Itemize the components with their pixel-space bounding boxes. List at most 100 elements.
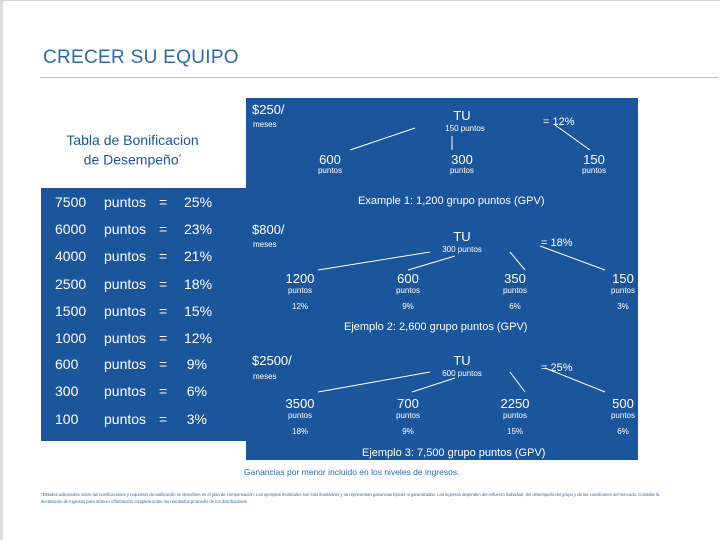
connector-line	[539, 245, 606, 271]
ex2-child-unit: puntos	[502, 286, 528, 295]
bonus-row-percent: 23%	[184, 221, 213, 237]
ex2-income: $800/	[252, 222, 285, 237]
ex2-you: TU	[453, 229, 471, 244]
ex1-child-value: 600	[319, 152, 341, 167]
bonus-table-title-line2: de Desempeño	[83, 151, 179, 168]
bonus-row-points: 7500	[55, 194, 87, 210]
ex3-child-pct: 9%	[402, 427, 414, 436]
bonus-row-label: puntos	[104, 411, 147, 427]
ex3-child-unit: puntos	[287, 411, 313, 420]
bonus-row-equals: =	[159, 276, 168, 292]
ex2-caption: Ejemplo 2: 2,600 grupo puntos (GPV)	[344, 321, 528, 333]
bonus-row-equals: =	[159, 194, 168, 210]
left-border	[0, 0, 3, 540]
bonus-row-percent: 21%	[184, 248, 213, 264]
bonus-table-header	[41, 108, 246, 188]
fine-print-disclaimer: *Detalles adicionales sobre las bonifica…	[41, 492, 660, 504]
ex3-child-pct: 6%	[617, 427, 629, 436]
bonus-row-percent: 15%	[184, 303, 213, 319]
ex1-child-value: 150	[583, 152, 605, 167]
ex2-child-pct: 3%	[617, 302, 629, 311]
ex2-child-value: 350	[504, 271, 526, 286]
bonus-row-points: 100	[55, 411, 79, 427]
ex2-rate: = 18%	[541, 237, 573, 249]
connector-line	[544, 367, 606, 393]
ex3-child-value: 500	[612, 396, 634, 411]
ex3-child-pct: 18%	[291, 427, 309, 436]
bonus-row-points: 1000	[55, 330, 87, 346]
examples-panel-extension	[582, 98, 638, 460]
ex2-child-pct: 12%	[291, 302, 309, 311]
ex2-child-unit: puntos	[610, 286, 636, 295]
top-border	[0, 0, 720, 1]
ex1-income: $250/	[252, 102, 285, 117]
bonus-row-points: 300	[55, 383, 79, 399]
bonus-row-label: puntos	[104, 194, 147, 210]
ex3-caption: Ejemplo 3: 7,500 grupo puntos (GPV)	[362, 447, 546, 459]
bonus-row-equals: =	[159, 356, 168, 372]
bonus-row-points: 1500	[55, 303, 87, 319]
ex2-child-pct: 6%	[509, 302, 521, 311]
bonus-row-percent: 18%	[184, 276, 213, 292]
ex2-child-value: 600	[397, 271, 419, 286]
bonus-row: 600 puntos = 9%	[55, 356, 207, 376]
bonus-row-equals: =	[159, 248, 168, 264]
bonus-row-points: 2500	[55, 276, 87, 292]
ex1-child-unit: puntos	[317, 166, 343, 175]
title-divider	[40, 77, 718, 78]
bonus-row-equals: =	[159, 330, 168, 346]
footnote: Ganancias por menor incluido en los nive…	[244, 467, 460, 477]
ex3-child-pct: 15%	[506, 427, 524, 436]
ex1-rate: = 12%	[543, 116, 575, 128]
connector-line	[407, 255, 456, 271]
bonus-row-label: puntos	[104, 383, 147, 399]
ex2-child-value: 150	[612, 271, 634, 286]
bonus-row-points: 600	[55, 356, 79, 372]
ex1-child-value: 300	[451, 152, 473, 167]
ex1-you-points: 150 puntos	[445, 124, 485, 133]
bonus-row-label: puntos	[104, 356, 147, 372]
bonus-row-label: puntos	[104, 330, 147, 346]
bonus-row-label: puntos	[104, 221, 147, 237]
ex3-child-unit: puntos	[610, 411, 636, 420]
ex3-you: TU	[453, 353, 471, 368]
ex1-caption: Example 1: 1,200 grupo puntos (GPV)	[358, 195, 545, 207]
bonus-row-percent: 6%	[186, 383, 207, 399]
connector-line	[509, 251, 526, 271]
bonus-row-equals: =	[159, 303, 168, 319]
ex2-child-value: 1200	[285, 271, 315, 286]
ex2-you-points: 300 puntos	[442, 245, 482, 254]
ex3-income-unit: meses	[253, 372, 277, 381]
bonus-row-equals: =	[159, 411, 168, 427]
connector-line	[554, 124, 591, 151]
bonus-row-label: puntos	[104, 303, 147, 319]
ex3-child-value: 3500	[285, 396, 315, 411]
bonus-row: 300 puntos = 6%	[55, 383, 207, 403]
ex1-child-unit: puntos	[581, 166, 607, 175]
bonus-row: 100 puntos = 3%	[55, 411, 207, 431]
bonus-row-percent: 25%	[184, 194, 213, 210]
ex1-income-unit: meses	[253, 120, 277, 129]
ex2-child-pct: 9%	[402, 302, 414, 311]
ex2-child-unit: puntos	[287, 286, 313, 295]
ex3-child-value: 700	[397, 396, 419, 411]
bonus-row-equals: =	[159, 221, 168, 237]
ex2-income-unit: meses	[253, 240, 277, 249]
ex3-child-unit: puntos	[395, 411, 421, 420]
connector-line	[317, 251, 431, 271]
bonus-row-points: 6000	[55, 221, 87, 237]
bonus-row-equals: =	[159, 383, 168, 399]
bonus-row-label: puntos	[104, 276, 147, 292]
ex2-child-unit: puntos	[395, 286, 421, 295]
ex3-child-value: 2250	[500, 396, 530, 411]
connector-line	[509, 371, 526, 393]
bonus-row-label: puntos	[104, 248, 147, 264]
bonus-table-title: Tabla de Bonificacion de Desempeño*	[41, 132, 224, 169]
connector-line	[317, 371, 431, 393]
examples-panel	[246, 98, 582, 460]
page-title: CRECER SU EQUIPO	[43, 47, 239, 68]
ex3-child-unit: puntos	[502, 411, 528, 420]
bonus-table-title-line1: Tabla de Bonificacion	[66, 132, 199, 148]
bonus-row-points: 4000	[55, 248, 87, 264]
